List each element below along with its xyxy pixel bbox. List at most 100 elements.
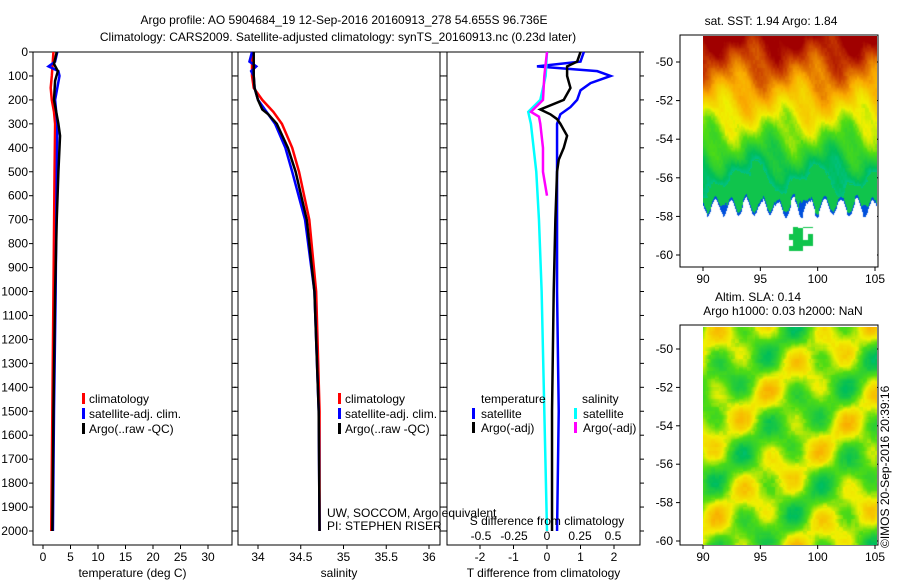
legend-label: Argo(..raw -QC) <box>89 422 174 436</box>
y-tick-label: 200 <box>8 93 28 107</box>
x-axis-label: temperature (deg C) <box>78 566 186 580</box>
lon-tick-label: 95 <box>754 272 768 286</box>
lon-tick-label: 105 <box>865 272 885 286</box>
lat-tick-label: -54 <box>656 419 674 433</box>
x-tick-label: 35 <box>337 550 351 564</box>
temperature-panel: 0100200300400500600700800900100011001200… <box>1 45 236 580</box>
y-tick-label: 900 <box>8 261 28 275</box>
map-title: Argo h1000: 0.03 h2000: NaN <box>703 304 862 318</box>
x2-tick-label: -0.5 <box>471 529 492 543</box>
y-tick-label: 1600 <box>1 428 28 442</box>
y-tick-label: 1500 <box>1 404 28 418</box>
map-frame <box>679 324 879 546</box>
x2-axis-label: S difference from climatology <box>470 514 625 528</box>
y-tick-label: 700 <box>8 213 28 227</box>
y-tick-label: 1900 <box>1 500 28 514</box>
profile-line-argo---raw--qc- <box>51 51 62 532</box>
profile-line-argo---raw--qc- <box>252 52 321 532</box>
lon-tick-label: 105 <box>865 550 885 564</box>
legend-swatch <box>338 408 341 419</box>
profile-line-t-satellite <box>536 51 615 532</box>
legend-label: Argo(-adj) <box>481 421 534 435</box>
legend-label: satellite <box>481 407 522 421</box>
legend-label: Argo(-adj) <box>583 421 636 435</box>
lat-tick-label: -50 <box>656 55 674 69</box>
profile-line-climatology <box>250 52 321 531</box>
difference-panel: -2 -1 0 1 2 T difference from climatology temp… <box>443 51 644 580</box>
title-line-1: Argo profile: AO 5904684_19 12-Sep-2016 … <box>140 13 547 27</box>
x2-tick-label: 0.25 <box>568 529 592 543</box>
sst-heatmap <box>703 36 877 256</box>
legend-swatch <box>472 408 475 419</box>
pi-annotation: UW, SOCCOM, Argo equivalent <box>327 506 497 520</box>
sla-heatmap <box>703 327 877 545</box>
x-tick-label: -1 <box>508 550 519 564</box>
legend-label: climatology <box>89 392 149 406</box>
y-tick-label: 2000 <box>1 524 28 538</box>
x-tick-label: 1 <box>577 550 584 564</box>
map-frame <box>679 34 879 268</box>
legend-label: satellite <box>583 407 624 421</box>
legend-label: satellite-adj. clim. <box>89 407 181 421</box>
legend-swatch <box>338 423 341 434</box>
lat-tick-label: -56 <box>656 171 674 185</box>
legend-swatch <box>574 408 577 419</box>
legend-swatch <box>82 393 85 404</box>
profile-line-satellite-adj--clim- <box>248 51 321 532</box>
y-tick-label: 1800 <box>1 476 28 490</box>
legend-swatch <box>82 408 85 419</box>
lat-tick-label: -52 <box>656 380 674 394</box>
plot-frame <box>446 51 641 546</box>
x-tick-label: 25 <box>174 550 188 564</box>
x-tick-label: 0 <box>544 550 551 564</box>
x-tick-label: 10 <box>91 550 105 564</box>
x-tick-label: 34 <box>251 550 265 564</box>
y-tick-label: 100 <box>8 69 28 83</box>
x-axis-label: salinity <box>321 566 358 580</box>
y-tick-label: 1700 <box>1 452 28 466</box>
y-tick-label: 800 <box>8 237 28 251</box>
y-tick-label: 1100 <box>2 308 28 322</box>
lat-tick-label: -56 <box>656 457 674 471</box>
legend-label: climatology <box>345 392 405 406</box>
y-tick-label: 600 <box>8 189 28 203</box>
x-tick-label: 5 <box>67 550 74 564</box>
x-tick-label: 34.5 <box>289 550 313 564</box>
lon-tick-label: 100 <box>808 272 828 286</box>
credit-text: ©IMOS 20-Sep-2016 20:39:16 <box>878 385 892 548</box>
lon-tick-label: 90 <box>696 550 710 564</box>
lon-tick-label: 90 <box>696 272 710 286</box>
lat-tick-label: -50 <box>656 342 674 356</box>
legend-swatch <box>472 422 475 433</box>
y-tick-label: 300 <box>8 117 28 131</box>
legend-swatch <box>338 393 341 404</box>
x-tick-label: 15 <box>119 550 133 564</box>
lat-tick-label: -60 <box>656 534 674 548</box>
legend-swatch <box>82 423 85 434</box>
map-title: Altim. SLA: 0.14 <box>715 290 801 304</box>
y-tick-label: 500 <box>8 165 28 179</box>
lat-tick-label: -60 <box>656 248 674 262</box>
x-axis-label: T difference from climatology <box>467 566 621 580</box>
salinity-panel: 34 34.5 35 35.5 36 salinity climatologysatelli… <box>234 51 497 580</box>
x2-tick-label: -0.25 <box>500 529 528 543</box>
legend-title: salinity <box>582 392 619 406</box>
x-tick-label: 20 <box>146 550 160 564</box>
profile-line-s-argo--adj- <box>528 51 549 196</box>
lat-tick-label: -52 <box>656 94 674 108</box>
x-tick-label: 30 <box>201 550 215 564</box>
y-tick-label: 0 <box>21 45 28 59</box>
pi-annotation: PI: STEPHEN RISER <box>327 519 442 533</box>
lat-tick-label: -58 <box>656 209 674 223</box>
y-tick-label: 400 <box>8 141 28 155</box>
x-tick-label: 35.5 <box>375 550 399 564</box>
profile-line-t-argo--adj- <box>537 51 582 531</box>
legend-label: satellite-adj. clim. <box>345 407 437 421</box>
x-tick-label: 2 <box>611 550 618 564</box>
title-line-2: Climatology: CARS2009. Satellite-adjuste… <box>100 30 576 44</box>
x-tick-label: 0 <box>40 550 47 564</box>
profile-line-climatology <box>49 51 57 532</box>
x-tick-label: -2 <box>475 550 486 564</box>
y-tick-label: 1400 <box>1 380 28 394</box>
